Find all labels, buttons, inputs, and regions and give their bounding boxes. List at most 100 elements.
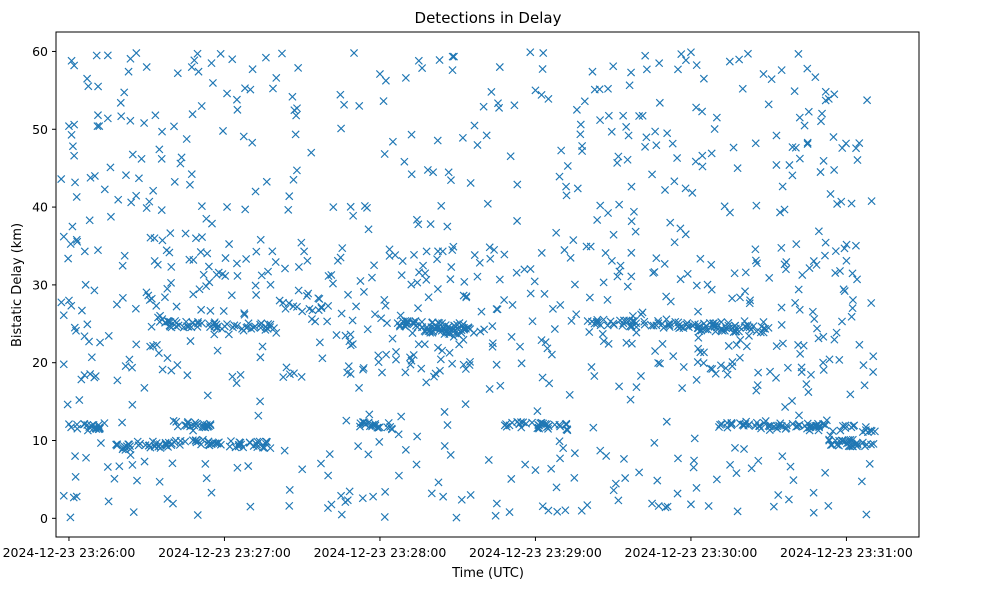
data-point	[258, 443, 267, 452]
data-point	[261, 325, 270, 334]
data-point	[470, 251, 479, 260]
data-point	[285, 192, 294, 201]
data-point	[281, 304, 290, 313]
data-point	[418, 323, 427, 332]
data-point	[68, 222, 77, 231]
data-point	[358, 494, 367, 503]
data-point	[716, 420, 725, 429]
data-point	[199, 422, 208, 431]
data-point	[152, 439, 161, 448]
data-point	[826, 189, 835, 198]
data-point	[93, 246, 102, 255]
data-point	[627, 248, 636, 257]
data-point	[80, 247, 89, 256]
data-point	[170, 177, 179, 186]
data-point	[158, 127, 167, 136]
data-point	[431, 369, 440, 378]
data-point	[381, 487, 390, 496]
data-point	[112, 440, 121, 449]
data-point	[90, 286, 99, 295]
data-point	[789, 476, 798, 485]
data-point	[298, 465, 307, 474]
data-point	[155, 477, 164, 486]
data-point	[661, 185, 670, 194]
data-point	[824, 501, 833, 510]
data-point	[394, 471, 403, 480]
data-point	[193, 49, 202, 58]
data-point	[632, 383, 641, 392]
data-point	[412, 215, 421, 224]
data-point	[158, 365, 167, 374]
data-point	[168, 459, 177, 468]
data-point	[831, 247, 840, 256]
data-point	[466, 325, 475, 334]
data-point	[241, 205, 250, 214]
data-point	[640, 320, 649, 329]
data-point	[837, 317, 846, 326]
data-point	[443, 222, 452, 231]
data-point	[67, 423, 76, 432]
data-point	[86, 370, 95, 379]
data-point	[606, 317, 615, 326]
data-point	[444, 168, 453, 177]
data-point	[708, 321, 717, 330]
data-point	[251, 281, 260, 290]
data-point	[205, 319, 214, 328]
data-point	[580, 97, 589, 106]
data-point	[707, 260, 716, 269]
data-point	[117, 112, 126, 121]
data-point	[676, 224, 685, 233]
data-point	[252, 290, 261, 299]
data-point	[66, 513, 75, 522]
data-point	[68, 142, 77, 151]
data-point	[648, 170, 657, 179]
data-point	[67, 56, 76, 65]
data-point	[485, 384, 494, 393]
data-point	[628, 317, 637, 326]
data-point	[570, 473, 579, 482]
data-point	[731, 327, 740, 336]
data-point	[256, 353, 265, 362]
data-point	[398, 257, 407, 266]
data-point	[622, 316, 631, 325]
data-point	[850, 421, 859, 430]
data-point	[67, 301, 76, 310]
data-point	[317, 302, 326, 311]
data-point	[833, 199, 842, 208]
data-point	[341, 331, 350, 340]
data-point	[666, 319, 675, 328]
data-point	[772, 131, 781, 140]
data-point	[374, 358, 383, 367]
data-point	[181, 229, 190, 238]
data-point	[154, 349, 163, 358]
data-point	[735, 293, 744, 302]
data-point	[728, 294, 737, 303]
data-point	[266, 444, 275, 453]
data-point	[232, 259, 241, 268]
data-point	[689, 463, 698, 472]
data-point	[802, 380, 811, 389]
data-point	[556, 300, 565, 309]
data-point	[824, 94, 833, 103]
data-point	[199, 270, 208, 279]
data-point	[724, 324, 733, 333]
data-point	[137, 154, 146, 163]
data-point	[744, 331, 753, 340]
data-point	[603, 321, 612, 330]
data-point	[712, 475, 721, 484]
data-point	[618, 321, 627, 330]
data-point	[803, 419, 812, 428]
data-point	[443, 421, 452, 430]
data-point	[513, 180, 522, 189]
data-point	[741, 287, 750, 296]
data-point	[244, 319, 253, 328]
data-point	[324, 271, 333, 281]
data-point	[795, 154, 804, 163]
data-point	[790, 87, 799, 96]
data-point	[252, 247, 261, 256]
data-point	[413, 432, 422, 441]
data-point	[847, 312, 856, 321]
data-point	[466, 178, 475, 187]
data-point	[835, 266, 844, 275]
x-tick-label: 2024-12-23 23:27:00	[158, 545, 291, 560]
